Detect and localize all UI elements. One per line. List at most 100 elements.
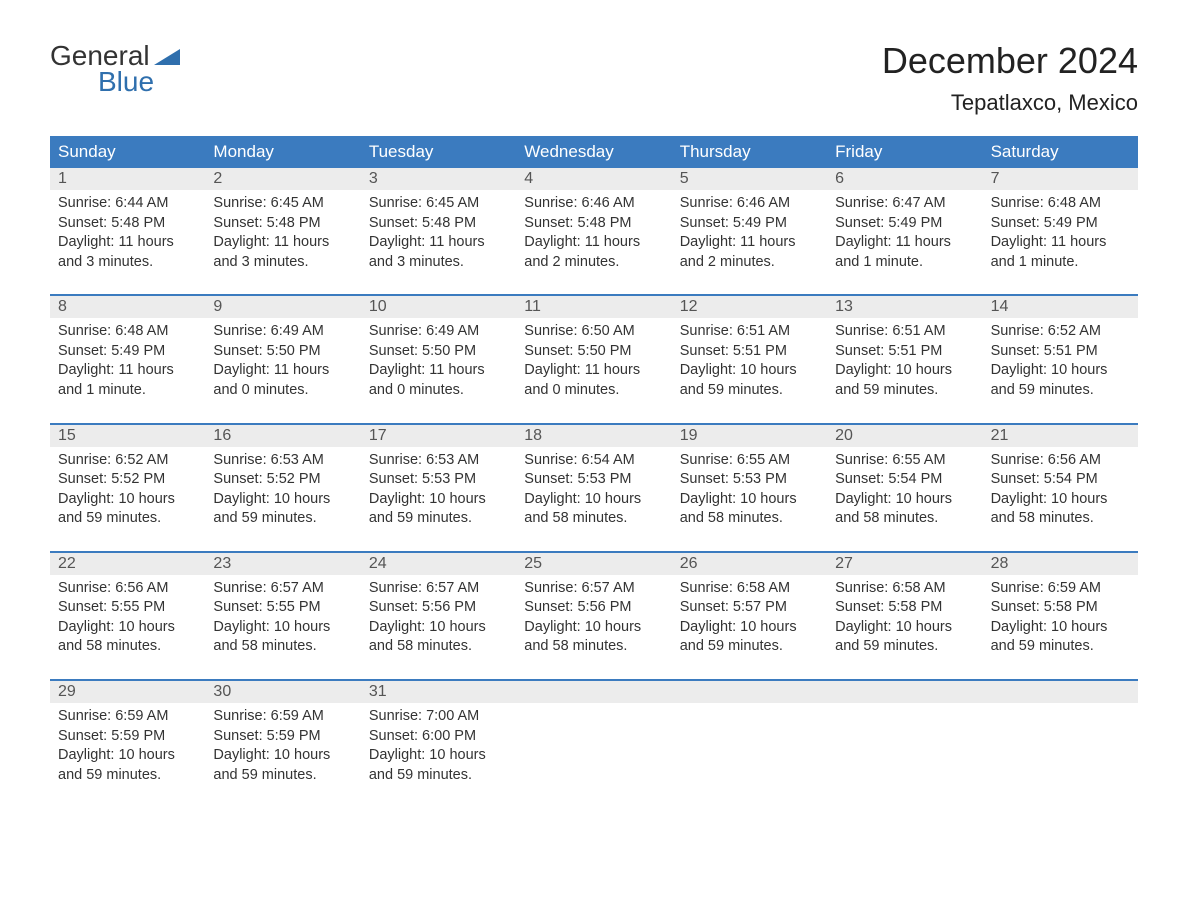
day-number: 25 — [516, 553, 671, 575]
sunrise-line: Sunrise: 6:56 AM — [991, 451, 1130, 471]
sunrise-line: Sunrise: 6:49 AM — [369, 322, 508, 342]
sunrise-line: Sunrise: 7:00 AM — [369, 707, 508, 727]
sunrise-line: Sunrise: 6:59 AM — [58, 707, 197, 727]
day-number-row: 15161718192021 — [50, 425, 1138, 447]
sunrise-line: Sunrise: 6:57 AM — [524, 579, 663, 599]
day-number: 21 — [983, 425, 1138, 447]
week: 293031Sunrise: 6:59 AMSunset: 5:59 PMDay… — [50, 679, 1138, 807]
day-content-row: Sunrise: 6:56 AMSunset: 5:55 PM Daylight:… — [50, 575, 1138, 679]
weeks-container: 1234567Sunrise: 6:44 AMSunset: 5:48 PMDa… — [50, 168, 1138, 807]
weekday-header: Saturday — [983, 136, 1138, 168]
sunrise-line: Sunrise: 6:51 AM — [835, 322, 974, 342]
day-content-row: Sunrise: 6:52 AMSunset: 5:52 PMDaylight:… — [50, 447, 1138, 551]
day-cell — [516, 703, 671, 807]
day-number: 29 — [50, 681, 205, 703]
day-number: 28 — [983, 553, 1138, 575]
daylight-line: Daylight: 11 hours and 1 minute. — [991, 233, 1130, 272]
daylight-line: Daylight: 11 hours and 0 minutes. — [524, 361, 663, 400]
sunrise-line: Sunrise: 6:56 AM — [58, 579, 197, 599]
day-number: 17 — [361, 425, 516, 447]
day-cell: Sunrise: 6:57 AMSunset: 5:55 PMDaylight:… — [205, 575, 360, 679]
sunset-line: Sunset: 5:48 PM — [369, 214, 508, 234]
week: 22232425262728Sunrise: 6:56 AMSunset: 5:… — [50, 551, 1138, 679]
sunset-line: Sunset: 5:56 PM — [524, 598, 663, 618]
daylight-line: Daylight: 10 hours and 58 minutes. — [213, 618, 352, 657]
title-block: December 2024 Tepatlaxco, Mexico — [882, 40, 1138, 116]
daylight-line: Daylight: 10 hours and 58 minutes. — [991, 490, 1130, 529]
day-number: 20 — [827, 425, 982, 447]
daylight-line: Daylight: 11 hours and 3 minutes. — [213, 233, 352, 272]
day-cell: Sunrise: 6:45 AMSunset: 5:48 PMDaylight:… — [361, 190, 516, 294]
sunrise-line: Sunrise: 6:53 AM — [369, 451, 508, 471]
day-number — [516, 681, 671, 703]
sunrise-line: Sunrise: 6:44 AM — [58, 194, 197, 214]
day-number: 5 — [672, 168, 827, 190]
daylight-line: Daylight: 10 hours and 59 minutes. — [680, 618, 819, 657]
day-cell: Sunrise: 6:56 AMSunset: 5:54 PMDaylight:… — [983, 447, 1138, 551]
sunset-line: Sunset: 5:53 PM — [524, 470, 663, 490]
sunset-line: Sunset: 5:51 PM — [680, 342, 819, 362]
daylight-line: Daylight: 10 hours and 58 minutes. — [680, 490, 819, 529]
weekday-header: Wednesday — [516, 136, 671, 168]
day-number: 16 — [205, 425, 360, 447]
sunrise-line: Sunrise: 6:52 AM — [58, 451, 197, 471]
day-cell: Sunrise: 6:53 AMSunset: 5:52 PMDaylight:… — [205, 447, 360, 551]
sunset-line: Sunset: 5:48 PM — [58, 214, 197, 234]
page-header: General Blue December 2024 Tepatlaxco, M… — [50, 40, 1138, 116]
sunrise-line: Sunrise: 6:53 AM — [213, 451, 352, 471]
day-number: 19 — [672, 425, 827, 447]
daylight-line: Daylight: 11 hours and 3 minutes. — [369, 233, 508, 272]
sunset-line: Sunset: 5:57 PM — [680, 598, 819, 618]
day-cell: Sunrise: 6:59 AMSunset: 5:58 PMDaylight:… — [983, 575, 1138, 679]
day-cell: Sunrise: 6:57 AMSunset: 5:56 PMDaylight:… — [361, 575, 516, 679]
sunset-line: Sunset: 5:55 PM — [58, 598, 197, 618]
sunset-line: Sunset: 5:50 PM — [524, 342, 663, 362]
day-cell: Sunrise: 6:58 AMSunset: 5:58 PMDaylight:… — [827, 575, 982, 679]
weekday-header: Friday — [827, 136, 982, 168]
sunset-line: Sunset: 5:58 PM — [835, 598, 974, 618]
sunrise-line: Sunrise: 6:55 AM — [680, 451, 819, 471]
day-number-row: 22232425262728 — [50, 553, 1138, 575]
daylight-line: Daylight: 10 hours and 58 minutes. — [835, 490, 974, 529]
day-cell: Sunrise: 6:51 AMSunset: 5:51 PMDaylight:… — [672, 318, 827, 422]
day-cell — [827, 703, 982, 807]
daylight-line: Daylight: 10 hours and 58 minutes. — [369, 618, 508, 657]
sunset-line: Sunset: 5:49 PM — [58, 342, 197, 362]
day-cell: Sunrise: 6:48 AMSunset: 5:49 PMDaylight:… — [983, 190, 1138, 294]
day-number: 27 — [827, 553, 982, 575]
day-number: 13 — [827, 296, 982, 318]
daylight-line: Daylight: 11 hours and 2 minutes. — [524, 233, 663, 272]
sunrise-line: Sunrise: 6:58 AM — [835, 579, 974, 599]
daylight-line: Daylight: 11 hours and 2 minutes. — [680, 233, 819, 272]
day-cell: Sunrise: 6:49 AMSunset: 5:50 PMDaylight:… — [361, 318, 516, 422]
sunrise-line: Sunrise: 6:54 AM — [524, 451, 663, 471]
sunset-line: Sunset: 5:48 PM — [213, 214, 352, 234]
sunset-line: Sunset: 5:50 PM — [213, 342, 352, 362]
day-number: 1 — [50, 168, 205, 190]
day-number-row: 293031 — [50, 681, 1138, 703]
day-cell: Sunrise: 6:54 AMSunset: 5:53 PMDaylight:… — [516, 447, 671, 551]
day-cell: Sunrise: 6:57 AMSunset: 5:56 PMDaylight:… — [516, 575, 671, 679]
week: 1234567Sunrise: 6:44 AMSunset: 5:48 PMDa… — [50, 168, 1138, 294]
sunrise-line: Sunrise: 6:50 AM — [524, 322, 663, 342]
daylight-line: Daylight: 10 hours and 58 minutes. — [524, 490, 663, 529]
daylight-line: Daylight: 11 hours and 1 minute. — [835, 233, 974, 272]
daylight-line: Daylight: 10 hours and 59 minutes. — [991, 361, 1130, 400]
daylight-line: Daylight: 10 hours and 59 minutes. — [835, 618, 974, 657]
sunrise-line: Sunrise: 6:46 AM — [524, 194, 663, 214]
day-cell: Sunrise: 6:59 AMSunset: 5:59 PMDaylight:… — [205, 703, 360, 807]
sunrise-line: Sunrise: 6:46 AM — [680, 194, 819, 214]
day-number: 23 — [205, 553, 360, 575]
day-cell: Sunrise: 6:49 AMSunset: 5:50 PMDaylight:… — [205, 318, 360, 422]
week: 15161718192021Sunrise: 6:52 AMSunset: 5:… — [50, 423, 1138, 551]
sunrise-line: Sunrise: 6:57 AM — [213, 579, 352, 599]
sunrise-line: Sunrise: 6:57 AM — [369, 579, 508, 599]
day-cell: Sunrise: 6:55 AMSunset: 5:54 PMDaylight:… — [827, 447, 982, 551]
day-number-row: 891011121314 — [50, 296, 1138, 318]
sunrise-line: Sunrise: 6:48 AM — [58, 322, 197, 342]
sunset-line: Sunset: 5:53 PM — [680, 470, 819, 490]
daylight-line: Daylight: 10 hours and 59 minutes. — [58, 490, 197, 529]
day-cell: Sunrise: 6:52 AMSunset: 5:51 PMDaylight:… — [983, 318, 1138, 422]
weekday-header-row: SundayMondayTuesdayWednesdayThursdayFrid… — [50, 136, 1138, 168]
day-cell: Sunrise: 6:44 AMSunset: 5:48 PMDaylight:… — [50, 190, 205, 294]
